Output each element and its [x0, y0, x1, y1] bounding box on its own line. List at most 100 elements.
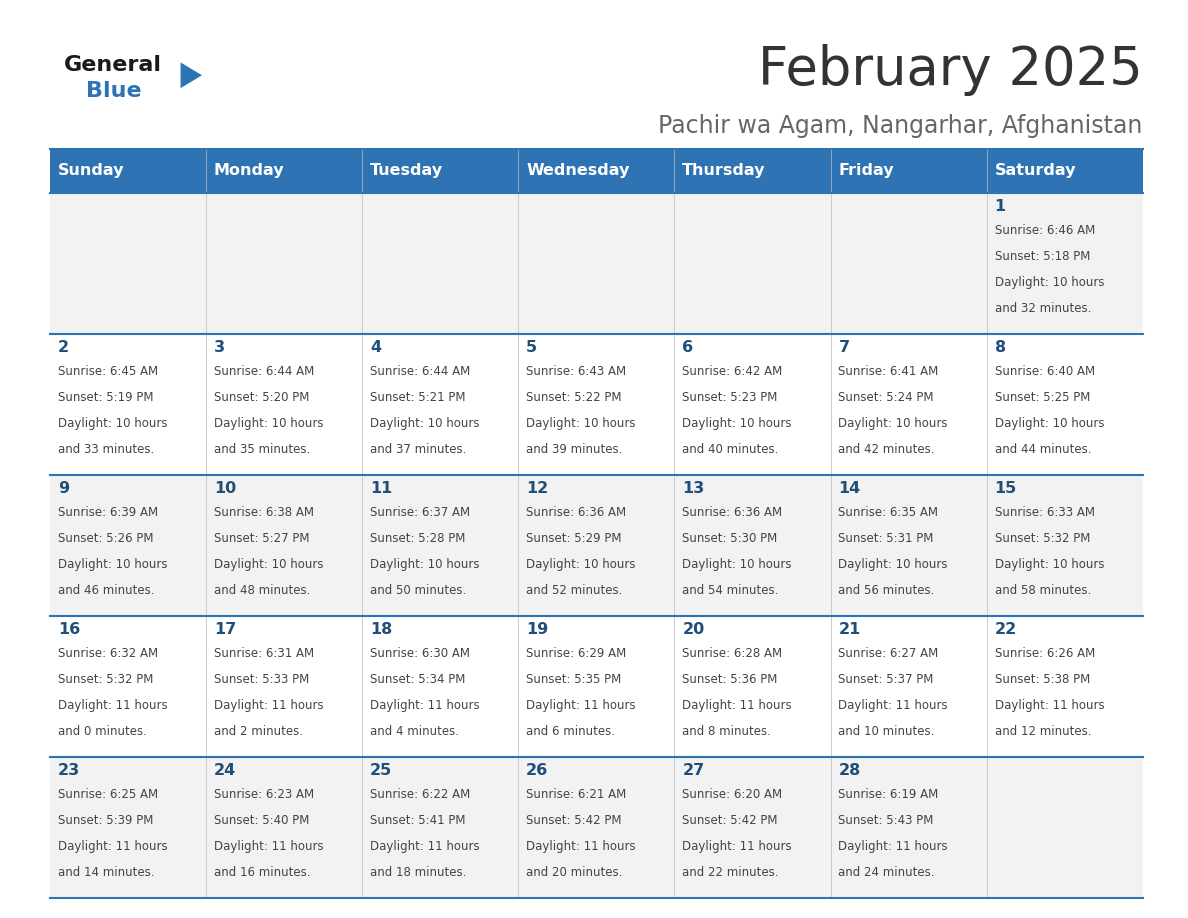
Text: and 6 minutes.: and 6 minutes. [526, 725, 615, 738]
Text: Sunrise: 6:30 AM: Sunrise: 6:30 AM [369, 647, 470, 660]
Text: 15: 15 [994, 481, 1017, 497]
Text: and 0 minutes.: and 0 minutes. [58, 725, 146, 738]
Bar [50, 756, 1143, 898]
Text: Daylight: 10 hours: Daylight: 10 hours [839, 417, 948, 431]
Text: Daylight: 11 hours: Daylight: 11 hours [682, 700, 792, 712]
Text: and 46 minutes.: and 46 minutes. [58, 584, 154, 598]
Text: Sunrise: 6:20 AM: Sunrise: 6:20 AM [682, 788, 783, 801]
Text: and 10 minutes.: and 10 minutes. [839, 725, 935, 738]
Text: 8: 8 [994, 341, 1006, 355]
Text: 11: 11 [369, 481, 392, 497]
Bar [830, 149, 987, 193]
Polygon shape [181, 62, 202, 88]
Text: Sunrise: 6:46 AM: Sunrise: 6:46 AM [994, 224, 1095, 237]
Text: Sunset: 5:34 PM: Sunset: 5:34 PM [369, 673, 466, 686]
Text: 23: 23 [58, 763, 80, 778]
Text: Sunset: 5:20 PM: Sunset: 5:20 PM [214, 391, 309, 404]
Text: Sunset: 5:42 PM: Sunset: 5:42 PM [682, 814, 778, 827]
Text: and 4 minutes.: and 4 minutes. [369, 725, 459, 738]
Text: Sunset: 5:33 PM: Sunset: 5:33 PM [214, 673, 309, 686]
Text: Sunset: 5:27 PM: Sunset: 5:27 PM [214, 532, 309, 545]
Text: Sunset: 5:40 PM: Sunset: 5:40 PM [214, 814, 309, 827]
Text: 17: 17 [214, 622, 236, 637]
Text: and 22 minutes.: and 22 minutes. [682, 867, 779, 879]
Text: Thursday: Thursday [682, 163, 766, 178]
Text: Sunset: 5:39 PM: Sunset: 5:39 PM [58, 814, 153, 827]
Text: and 40 minutes.: and 40 minutes. [682, 443, 778, 456]
Text: Sunset: 5:28 PM: Sunset: 5:28 PM [369, 532, 466, 545]
Text: 2: 2 [58, 341, 69, 355]
Text: and 35 minutes.: and 35 minutes. [214, 443, 310, 456]
Text: and 48 minutes.: and 48 minutes. [214, 584, 310, 598]
Text: Sunrise: 6:37 AM: Sunrise: 6:37 AM [369, 506, 470, 519]
Text: Daylight: 11 hours: Daylight: 11 hours [214, 840, 323, 853]
Text: Daylight: 11 hours: Daylight: 11 hours [369, 840, 480, 853]
Text: Daylight: 10 hours: Daylight: 10 hours [994, 558, 1104, 571]
Text: Daylight: 10 hours: Daylight: 10 hours [682, 417, 791, 431]
Text: 3: 3 [214, 341, 225, 355]
Text: 21: 21 [839, 622, 860, 637]
Text: Daylight: 10 hours: Daylight: 10 hours [526, 558, 636, 571]
Text: Sunset: 5:23 PM: Sunset: 5:23 PM [682, 391, 778, 404]
Text: Sunset: 5:31 PM: Sunset: 5:31 PM [839, 532, 934, 545]
Text: and 2 minutes.: and 2 minutes. [214, 725, 303, 738]
Text: 7: 7 [839, 341, 849, 355]
Text: Sunset: 5:43 PM: Sunset: 5:43 PM [839, 814, 934, 827]
Text: Daylight: 10 hours: Daylight: 10 hours [214, 558, 323, 571]
Text: Sunrise: 6:33 AM: Sunrise: 6:33 AM [994, 506, 1094, 519]
Text: 5: 5 [526, 341, 537, 355]
Text: Daylight: 10 hours: Daylight: 10 hours [994, 417, 1104, 431]
Text: Sunset: 5:19 PM: Sunset: 5:19 PM [58, 391, 153, 404]
Text: Sunrise: 6:27 AM: Sunrise: 6:27 AM [839, 647, 939, 660]
Text: 18: 18 [369, 622, 392, 637]
Text: 20: 20 [682, 622, 704, 637]
Text: and 39 minutes.: and 39 minutes. [526, 443, 623, 456]
Text: Sunday: Sunday [58, 163, 125, 178]
Text: Sunrise: 6:39 AM: Sunrise: 6:39 AM [58, 506, 158, 519]
Text: Daylight: 11 hours: Daylight: 11 hours [682, 840, 792, 853]
Text: and 52 minutes.: and 52 minutes. [526, 584, 623, 598]
Text: 25: 25 [369, 763, 392, 778]
Text: and 8 minutes.: and 8 minutes. [682, 725, 771, 738]
Text: Daylight: 11 hours: Daylight: 11 hours [839, 700, 948, 712]
Text: Sunset: 5:26 PM: Sunset: 5:26 PM [58, 532, 153, 545]
Text: and 20 minutes.: and 20 minutes. [526, 867, 623, 879]
Text: Sunset: 5:30 PM: Sunset: 5:30 PM [682, 532, 777, 545]
Text: and 18 minutes.: and 18 minutes. [369, 867, 467, 879]
Text: Sunrise: 6:25 AM: Sunrise: 6:25 AM [58, 788, 158, 801]
Text: Sunrise: 6:45 AM: Sunrise: 6:45 AM [58, 365, 158, 378]
Text: Sunrise: 6:26 AM: Sunrise: 6:26 AM [994, 647, 1095, 660]
Text: 22: 22 [994, 622, 1017, 637]
Text: Sunset: 5:36 PM: Sunset: 5:36 PM [682, 673, 778, 686]
Text: Sunset: 5:37 PM: Sunset: 5:37 PM [839, 673, 934, 686]
Text: 19: 19 [526, 622, 549, 637]
Bar [50, 475, 1143, 616]
Text: Sunset: 5:24 PM: Sunset: 5:24 PM [839, 391, 934, 404]
Text: Sunrise: 6:28 AM: Sunrise: 6:28 AM [682, 647, 783, 660]
Text: Daylight: 11 hours: Daylight: 11 hours [58, 840, 168, 853]
Text: Sunset: 5:29 PM: Sunset: 5:29 PM [526, 532, 621, 545]
Text: Daylight: 10 hours: Daylight: 10 hours [994, 276, 1104, 289]
Text: Sunrise: 6:35 AM: Sunrise: 6:35 AM [839, 506, 939, 519]
Bar [987, 149, 1143, 193]
Text: Daylight: 11 hours: Daylight: 11 hours [526, 700, 636, 712]
Text: Sunrise: 6:21 AM: Sunrise: 6:21 AM [526, 788, 626, 801]
Text: Sunrise: 6:29 AM: Sunrise: 6:29 AM [526, 647, 626, 660]
Text: Daylight: 10 hours: Daylight: 10 hours [369, 417, 480, 431]
Text: and 33 minutes.: and 33 minutes. [58, 443, 154, 456]
Text: Sunset: 5:18 PM: Sunset: 5:18 PM [994, 250, 1089, 263]
Text: 16: 16 [58, 622, 80, 637]
Text: and 37 minutes.: and 37 minutes. [369, 443, 467, 456]
Text: Sunrise: 6:38 AM: Sunrise: 6:38 AM [214, 506, 314, 519]
Text: 12: 12 [526, 481, 549, 497]
Bar [675, 149, 830, 193]
Text: Sunrise: 6:41 AM: Sunrise: 6:41 AM [839, 365, 939, 378]
Text: Sunset: 5:22 PM: Sunset: 5:22 PM [526, 391, 621, 404]
Text: and 16 minutes.: and 16 minutes. [214, 867, 310, 879]
Text: Wednesday: Wednesday [526, 163, 630, 178]
Text: and 58 minutes.: and 58 minutes. [994, 584, 1091, 598]
Text: Daylight: 11 hours: Daylight: 11 hours [58, 700, 168, 712]
Bar [50, 616, 1143, 756]
Text: Sunset: 5:21 PM: Sunset: 5:21 PM [369, 391, 466, 404]
Text: Daylight: 10 hours: Daylight: 10 hours [839, 558, 948, 571]
